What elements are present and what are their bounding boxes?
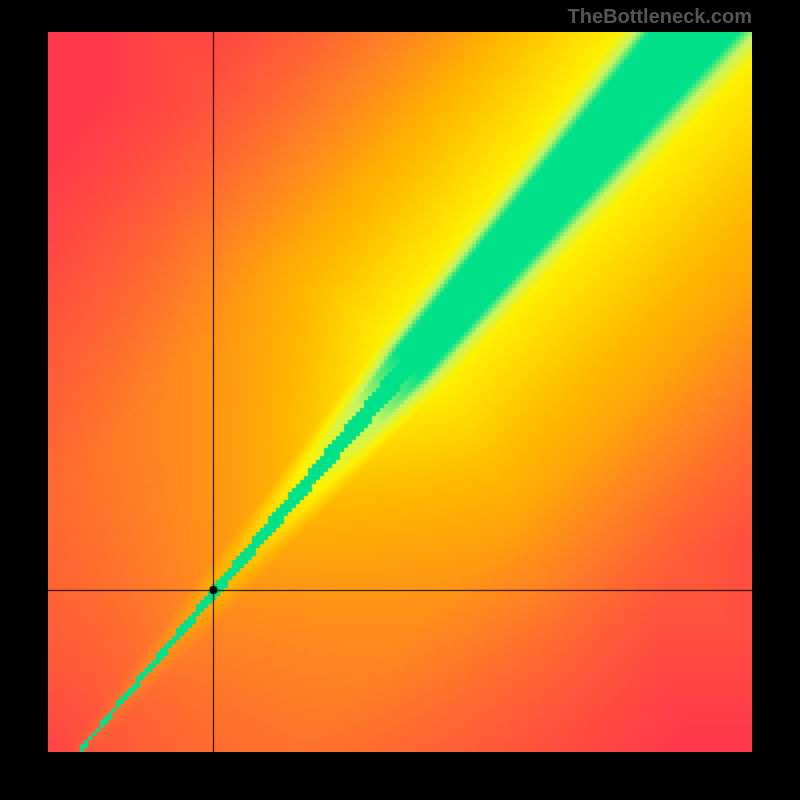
heatmap-plot bbox=[48, 32, 752, 752]
watermark-text: TheBottleneck.com bbox=[568, 6, 752, 29]
heatmap-canvas bbox=[48, 32, 752, 752]
